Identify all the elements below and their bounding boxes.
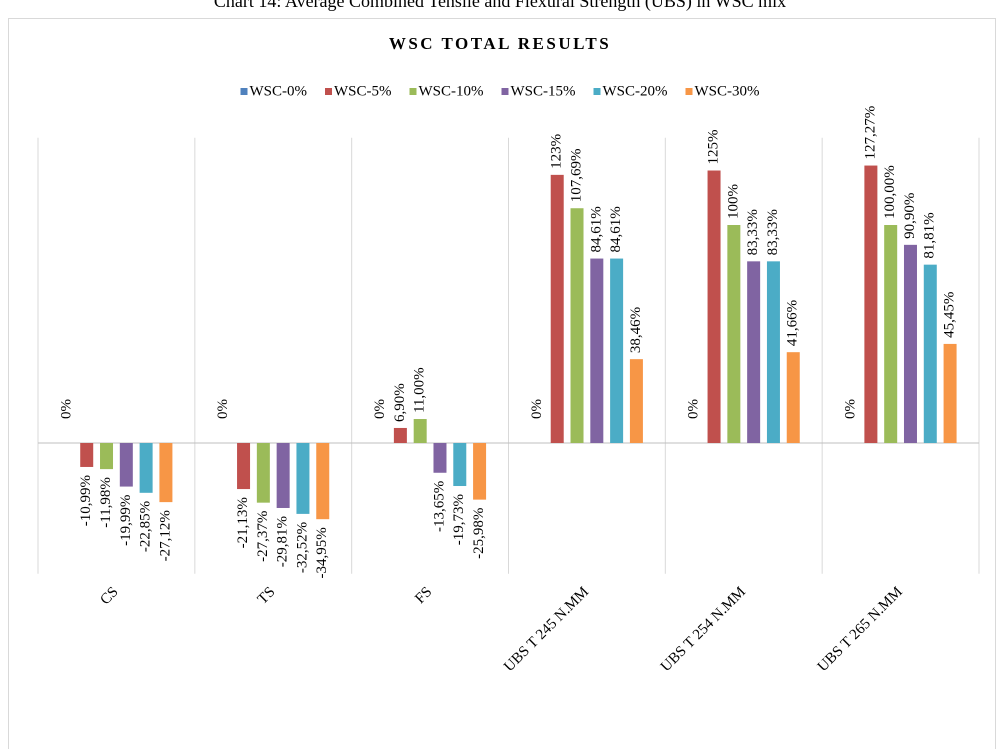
data-label: -22,85% bbox=[138, 501, 154, 552]
bar bbox=[786, 352, 800, 443]
data-label: 83,33% bbox=[765, 209, 781, 255]
bar bbox=[747, 261, 761, 443]
caption: Chart 14: Average Combined Tensile and F… bbox=[214, 0, 786, 12]
bar bbox=[707, 170, 721, 443]
bar bbox=[570, 208, 584, 443]
legend-swatch bbox=[409, 88, 417, 95]
bar bbox=[433, 443, 447, 473]
x-tick-label: UBS T 254 N.MM bbox=[658, 584, 749, 675]
bar bbox=[923, 264, 937, 443]
data-label: 84,61% bbox=[588, 206, 604, 252]
data-label: 81,81% bbox=[922, 212, 938, 258]
legend-swatch bbox=[685, 88, 693, 95]
data-label: 125% bbox=[705, 130, 721, 165]
x-tick-label: CS bbox=[97, 584, 121, 608]
x-tick-label: FS bbox=[412, 584, 435, 607]
bar bbox=[413, 419, 427, 443]
data-label: 84,61% bbox=[608, 206, 624, 252]
data-label: 90,90% bbox=[902, 193, 918, 239]
bar bbox=[943, 343, 957, 443]
chart-border bbox=[8, 18, 996, 749]
data-label: 0% bbox=[372, 399, 388, 419]
bar bbox=[610, 258, 624, 443]
legend-label: WSC-20% bbox=[603, 83, 668, 99]
bar bbox=[80, 443, 94, 467]
data-label: 41,66% bbox=[785, 300, 801, 346]
x-tick-label: UBS T 265 N.MM bbox=[815, 584, 906, 675]
data-label: -11,98% bbox=[98, 477, 114, 528]
data-label: 100% bbox=[725, 184, 741, 219]
data-label: -29,81% bbox=[275, 516, 291, 567]
bar bbox=[316, 443, 330, 520]
bar bbox=[296, 443, 310, 514]
bar bbox=[590, 258, 604, 443]
data-label: 0% bbox=[215, 399, 231, 419]
data-label: -27,37% bbox=[255, 511, 271, 562]
bar bbox=[473, 443, 487, 500]
bar bbox=[884, 225, 898, 443]
data-label: 0% bbox=[529, 399, 545, 419]
bar bbox=[453, 443, 467, 487]
bar bbox=[119, 443, 133, 487]
data-label: 83,33% bbox=[745, 209, 761, 255]
legend-label: WSC-30% bbox=[695, 83, 760, 99]
data-label: 127,27% bbox=[862, 106, 878, 160]
chart-title: WSC TOTAL RESULTS bbox=[389, 34, 611, 53]
bar bbox=[276, 443, 290, 508]
bar bbox=[393, 427, 407, 443]
bar bbox=[159, 443, 173, 503]
bar bbox=[256, 443, 270, 503]
data-label: -19,99% bbox=[118, 495, 134, 546]
bar bbox=[100, 443, 114, 470]
legend-swatch bbox=[240, 88, 248, 95]
legend-label: WSC-15% bbox=[511, 83, 576, 99]
bar bbox=[629, 359, 643, 443]
legend-swatch bbox=[593, 88, 601, 95]
data-label: -25,98% bbox=[471, 508, 487, 559]
data-label: -32,52% bbox=[294, 522, 310, 573]
data-label: -19,73% bbox=[451, 494, 467, 545]
data-label: 123% bbox=[549, 134, 565, 169]
legend-swatch bbox=[325, 88, 332, 95]
data-label: -10,99% bbox=[78, 475, 94, 526]
legend-swatch bbox=[501, 88, 509, 95]
bar bbox=[864, 165, 878, 444]
data-label: 11,00% bbox=[412, 367, 428, 413]
x-tick-label: UBS T 245 N.MM bbox=[501, 584, 592, 675]
legend-label: WSC-10% bbox=[419, 83, 484, 99]
bar bbox=[550, 174, 564, 444]
legend-label: WSC-0% bbox=[250, 83, 308, 99]
data-label: 38,46% bbox=[628, 307, 644, 353]
data-label: 6,90% bbox=[392, 383, 408, 422]
data-label: -21,13% bbox=[235, 497, 251, 548]
data-label: 100,00% bbox=[882, 165, 898, 219]
bar bbox=[903, 244, 917, 443]
data-label: 0% bbox=[843, 399, 859, 419]
x-tick-label: TS bbox=[255, 584, 279, 608]
legend-label: WSC-5% bbox=[334, 83, 392, 99]
data-label: 0% bbox=[686, 399, 702, 419]
data-label: 0% bbox=[58, 399, 74, 419]
bar bbox=[727, 225, 741, 443]
bar bbox=[766, 261, 780, 443]
data-label: -27,12% bbox=[157, 510, 173, 561]
bar bbox=[237, 443, 251, 490]
data-label: -34,95% bbox=[314, 527, 330, 578]
data-label: 45,45% bbox=[942, 292, 958, 338]
data-label: -13,65% bbox=[431, 481, 447, 532]
bar bbox=[139, 443, 153, 493]
data-label: 107,69% bbox=[568, 148, 584, 202]
